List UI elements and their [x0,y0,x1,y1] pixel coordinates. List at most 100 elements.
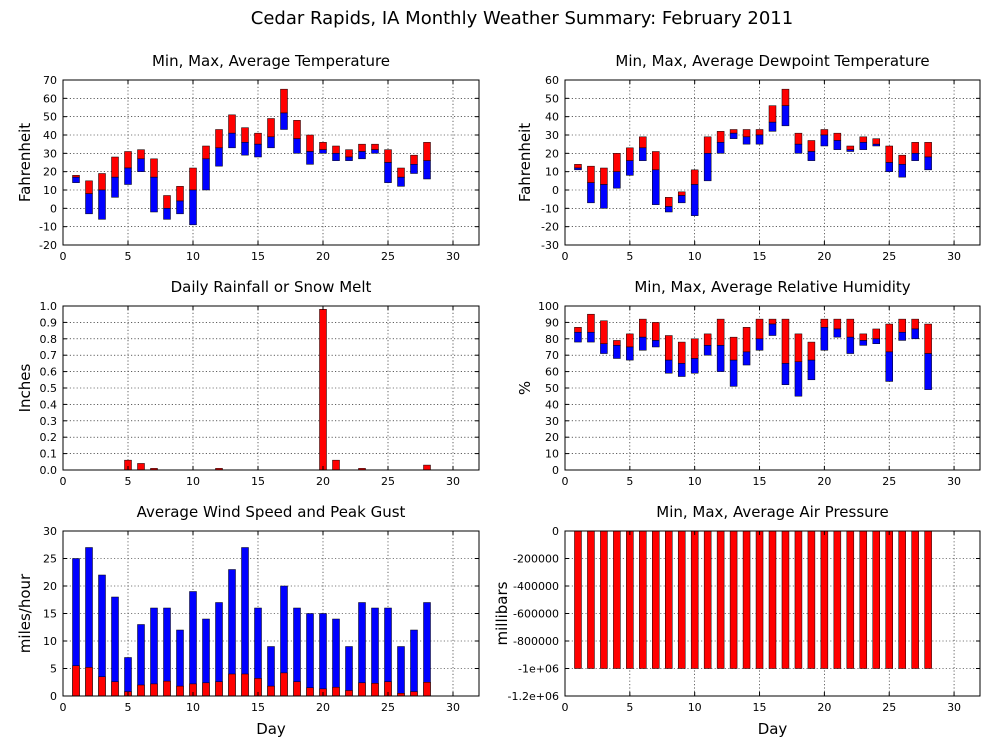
bar-avgwind-day-1 [72,665,80,697]
panel-title-pressure: Min, Max, Average Air Pressure [656,503,888,521]
bar-upper-day-17 [781,530,790,669]
bar-lower-day-10 [189,189,197,226]
bar-gust-day-23 [358,602,366,697]
bar-lower-day-11 [703,345,712,356]
bar-lower-day-2 [587,182,595,204]
bar-lower-day-25 [885,351,893,382]
bar-upper-day-12 [215,129,223,149]
bar-precip-day-28 [423,464,431,471]
y-tick-label: 0.0 [40,464,58,477]
bar-gust-day-21 [332,618,340,697]
bar-lower-day-19 [807,359,816,381]
x-tick-label: 5 [125,701,132,714]
bar-lower-day-14 [241,142,249,156]
x-axis-label-pressure: Day [758,720,788,738]
y-tick-label: -30 [541,239,559,252]
bar-gust-day-14 [241,547,249,697]
bar-upper-day-24 [872,328,880,340]
x-tick-label: 20 [817,701,831,714]
x-tick-label: 0 [60,701,67,714]
bar-precip-day-21 [332,459,340,471]
y-tick-label: 10 [43,184,57,197]
bar-upper-day-3 [600,530,608,669]
bar-upper-day-18 [794,333,803,363]
bar-upper-day-18 [794,530,803,669]
bar-upper-day-27 [911,530,919,669]
bar-lower-day-23 [358,151,366,160]
bar-upper-day-8 [665,530,673,669]
bar-lower-day-4 [613,345,621,359]
y-tick-label: 40 [545,398,559,411]
bar-upper-day-5 [626,333,634,348]
y-tick-label: 0 [552,184,559,197]
bar-upper-day-9 [677,191,686,196]
x-tick-label: 20 [817,250,831,263]
bar-upper-day-19 [807,530,816,669]
bar-upper-day-25 [885,323,893,353]
bar-upper-day-10 [690,169,699,185]
y-tick-label: 20 [545,431,559,444]
x-tick-label: 25 [381,475,395,488]
bars-pressure [574,530,932,669]
bar-lower-day-17 [781,363,790,385]
bar-upper-day-26 [898,154,906,165]
panel-title-temp: Min, Max, Average Temperature [152,52,390,70]
x-tick-label: 15 [753,250,767,263]
bar-upper-day-3 [600,167,608,185]
bar-upper-day-15 [254,132,262,145]
bar-upper-day-11 [703,530,712,669]
y-tick-label: -10 [541,202,559,215]
bar-avgwind-day-12 [215,681,223,697]
bar-avgwind-day-28 [423,682,431,697]
bar-avgwind-day-24 [371,683,379,697]
y-tick-label: 60 [43,92,57,105]
bar-upper-day-26 [898,530,906,669]
bar-lower-day-11 [202,158,210,191]
x-axis-label-wind: Day [256,720,286,738]
x-tick-label: 20 [316,475,330,488]
bar-gust-day-27 [410,629,418,697]
bar-upper-day-8 [163,195,171,209]
bar-lower-day-21 [833,328,842,338]
bar-lower-day-26 [397,176,405,187]
bar-lower-day-28 [924,353,932,390]
bar-upper-day-11 [202,145,210,160]
chart-panel-dewpoint: 0 5 10 15 20 25 30 -30 -20 -10 0 10 20 30 40 50 60 Min, M… [516,52,981,263]
bar-lower-day-19 [807,151,816,161]
bar-upper-day-2 [587,313,595,333]
y-tick-label: 0.5 [40,382,58,395]
bar-upper-day-5 [626,530,634,669]
bar-lower-day-1 [72,176,80,183]
bar-lower-day-16 [768,121,777,132]
y-axis-label-dewpoint: Fahrenheit [516,123,534,202]
bar-upper-day-13 [729,336,738,361]
bar-upper-day-4 [613,340,621,346]
y-axis-label-temp: Fahrenheit [16,123,34,202]
bar-lower-day-2 [587,331,595,343]
bar-upper-day-23 [859,136,868,143]
x-tick-label: 10 [186,475,200,488]
bar-upper-day-17 [781,88,790,106]
bar-upper-day-9 [176,186,184,202]
bar-gust-day-22 [345,646,353,697]
bar-lower-day-15 [755,134,764,145]
bar-avgwind-day-14 [241,673,249,697]
bar-upper-day-6 [639,530,647,669]
bar-lower-day-23 [859,142,868,150]
bar-lower-day-27 [410,164,418,174]
bar-upper-day-20 [820,129,829,136]
bar-upper-day-6 [137,149,145,160]
chart-panel-temp: 0 5 10 15 20 25 30 -20 -10 0 10 20 30 40 50 60 70 Min, Ma… [16,52,480,263]
bar-upper-day-19 [306,134,314,152]
bar-lower-day-9 [176,200,184,215]
bar-upper-day-9 [677,530,686,669]
bar-lower-day-20 [820,327,829,351]
y-tick-label: 0.2 [40,431,58,444]
plot-frame [564,79,981,246]
bar-lower-day-5 [124,167,132,185]
x-tick-label: 30 [446,475,460,488]
bar-upper-day-12 [716,131,725,143]
bar-avgwind-day-18 [293,681,301,697]
x-tick-label: 30 [446,250,460,263]
